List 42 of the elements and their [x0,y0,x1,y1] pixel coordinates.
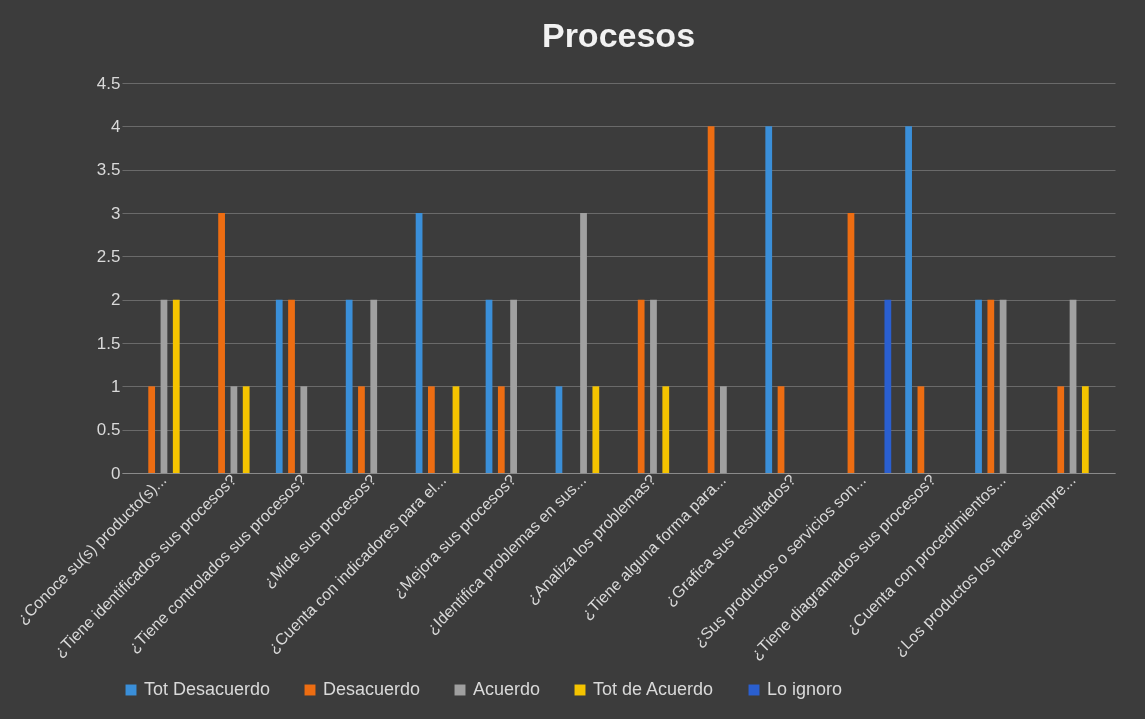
y-tick-label: 2 [111,290,121,310]
bar [765,126,773,473]
bar [884,299,892,473]
bar [1081,386,1089,473]
bar [637,299,645,473]
bar [650,299,657,473]
bar [510,299,517,473]
bar [218,213,225,473]
bar [1057,386,1065,473]
bar [905,126,912,473]
bar [370,299,378,473]
bar [428,386,435,473]
bar [975,299,982,473]
y-tick-label: 0 [111,463,121,483]
chart-title: Procesos [541,16,696,54]
legend-label: Desacuerdo [323,679,421,699]
y-tick-label: 3.5 [96,160,121,180]
bar [497,386,505,473]
legend-label: Acuerdo [473,679,541,699]
y-tick-label: 0.5 [96,420,121,440]
bar [580,213,587,473]
y-tick-label: 1 [111,376,121,396]
y-tick-label: 2.5 [96,246,121,266]
bar [148,386,156,473]
legend-label: Lo ignoro [767,679,843,699]
bar [242,386,250,473]
bar [592,386,600,473]
y-tick-label: 4.5 [96,73,121,93]
y-tick-label: 4 [111,116,121,136]
legend-label: Tot Desacuerdo [144,679,271,699]
bar [662,386,670,473]
y-tick-label: 3 [111,203,121,223]
bar [720,386,727,473]
bar [987,299,995,473]
legend-label: Tot de Acuerdo [593,679,714,699]
bar [172,299,180,473]
y-tick-label: 1.5 [96,333,121,353]
bar [358,386,365,473]
bar [300,386,308,473]
bar [345,299,353,473]
bar [288,299,295,473]
bar [275,299,283,473]
